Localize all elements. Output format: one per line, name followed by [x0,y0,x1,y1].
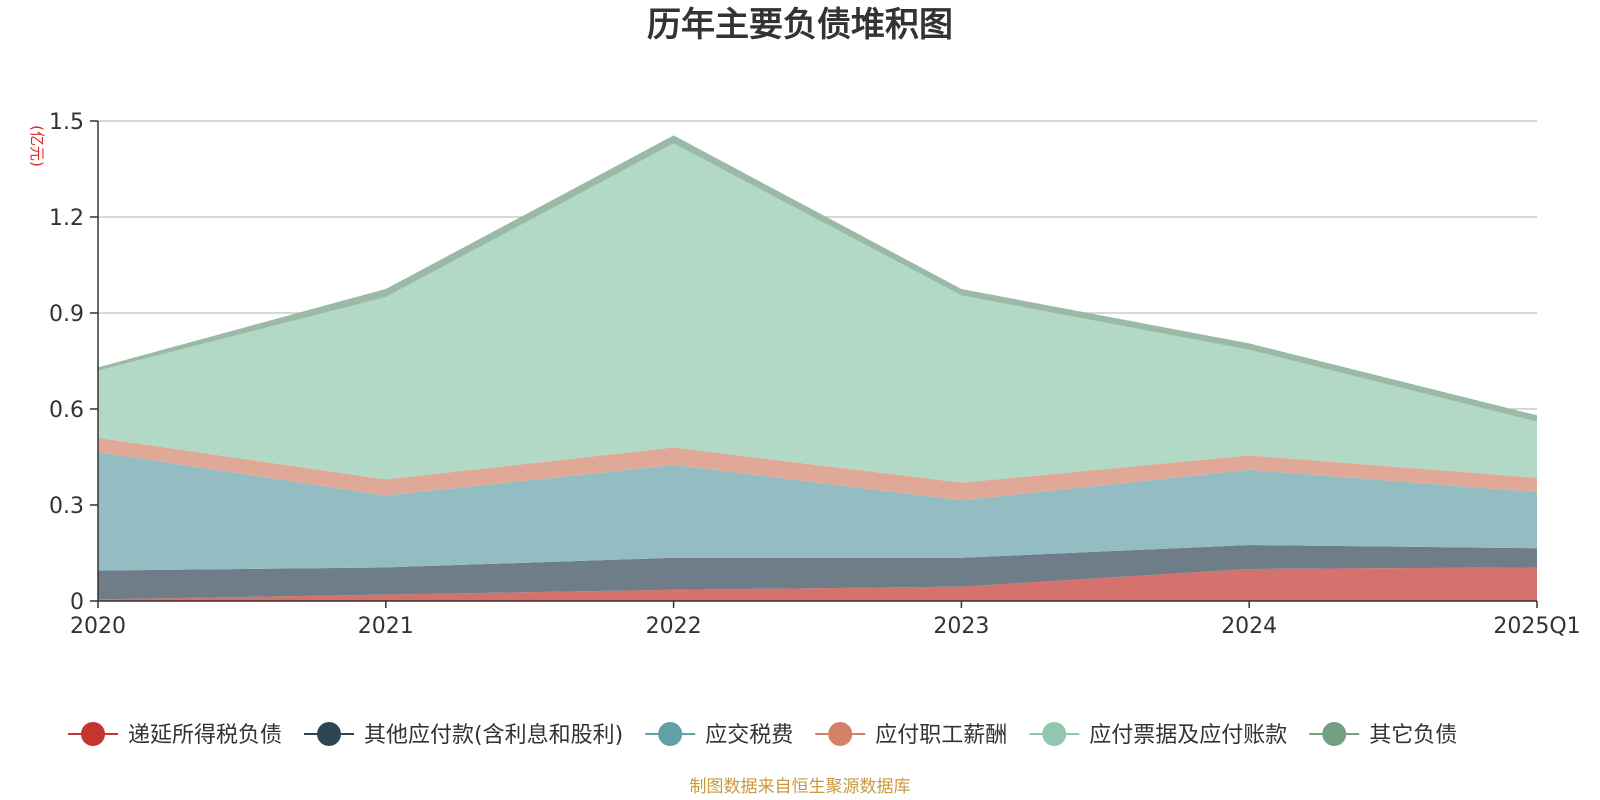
area-series-2 [98,452,1537,571]
x-tick-label: 2023 [933,614,989,639]
y-tick-label: 1.2 [49,206,84,231]
x-tick-label: 2024 [1221,614,1277,639]
legend-label: 应交税费 [705,723,793,748]
area-series-1 [98,545,1537,600]
legend-label: 其它负债 [1369,723,1457,748]
source-note: 制图数据来自恒生聚源数据库 [690,777,911,797]
legend-item-3[interactable]: 应付职工薪酬 [815,722,1007,748]
x-tick-label: 2021 [358,614,414,639]
legend-marker [81,722,105,746]
area-series-0 [98,567,1537,601]
y-tick-label: 1.5 [49,110,84,135]
legend-label: 递延所得税负债 [128,723,282,748]
legend-item-0[interactable]: 递延所得税负债 [68,722,282,748]
area-series-3 [98,437,1537,501]
legend-marker [1322,722,1347,746]
area-series [98,135,1537,601]
legend-label: 应付职工薪酬 [875,723,1007,748]
legend-item-5[interactable]: 其它负债 [1309,722,1457,748]
y-tick-label: 0.9 [49,302,84,327]
legend-marker [658,722,683,746]
area-series-4 [98,143,1537,483]
y-tick-label: 0 [70,590,84,615]
legend-marker [1042,722,1067,746]
x-tick-label: 2020 [70,614,126,639]
legend-marker [828,722,853,746]
chart-title: 历年主要负债堆积图 [647,5,953,45]
y-tick-label: 0.3 [49,494,84,519]
legend-label: 应付票据及应付账款 [1089,723,1287,748]
x-tick-label: 2022 [646,614,702,639]
legend-item-1[interactable]: 其他应付款(含利息和股利) [304,722,623,748]
legend-label: 其他应付款(含利息和股利) [364,723,623,748]
y-axis-unit: (亿元) [28,125,46,167]
x-tick-label: 2025Q1 [1493,614,1580,639]
legend-item-2[interactable]: 应交税费 [645,722,793,748]
legend-marker [317,722,342,746]
y-tick-label: 0.6 [49,398,84,423]
axes: 2020 2021 2022 2023 2024 2025Q1 [70,121,1581,639]
legend-item-4[interactable]: 应付票据及应付账款 [1029,722,1287,748]
legend: 递延所得税负债 其他应付款(含利息和股利) 应交税费 应付职工薪酬 应付票据及应付账款 其… [68,722,1457,748]
